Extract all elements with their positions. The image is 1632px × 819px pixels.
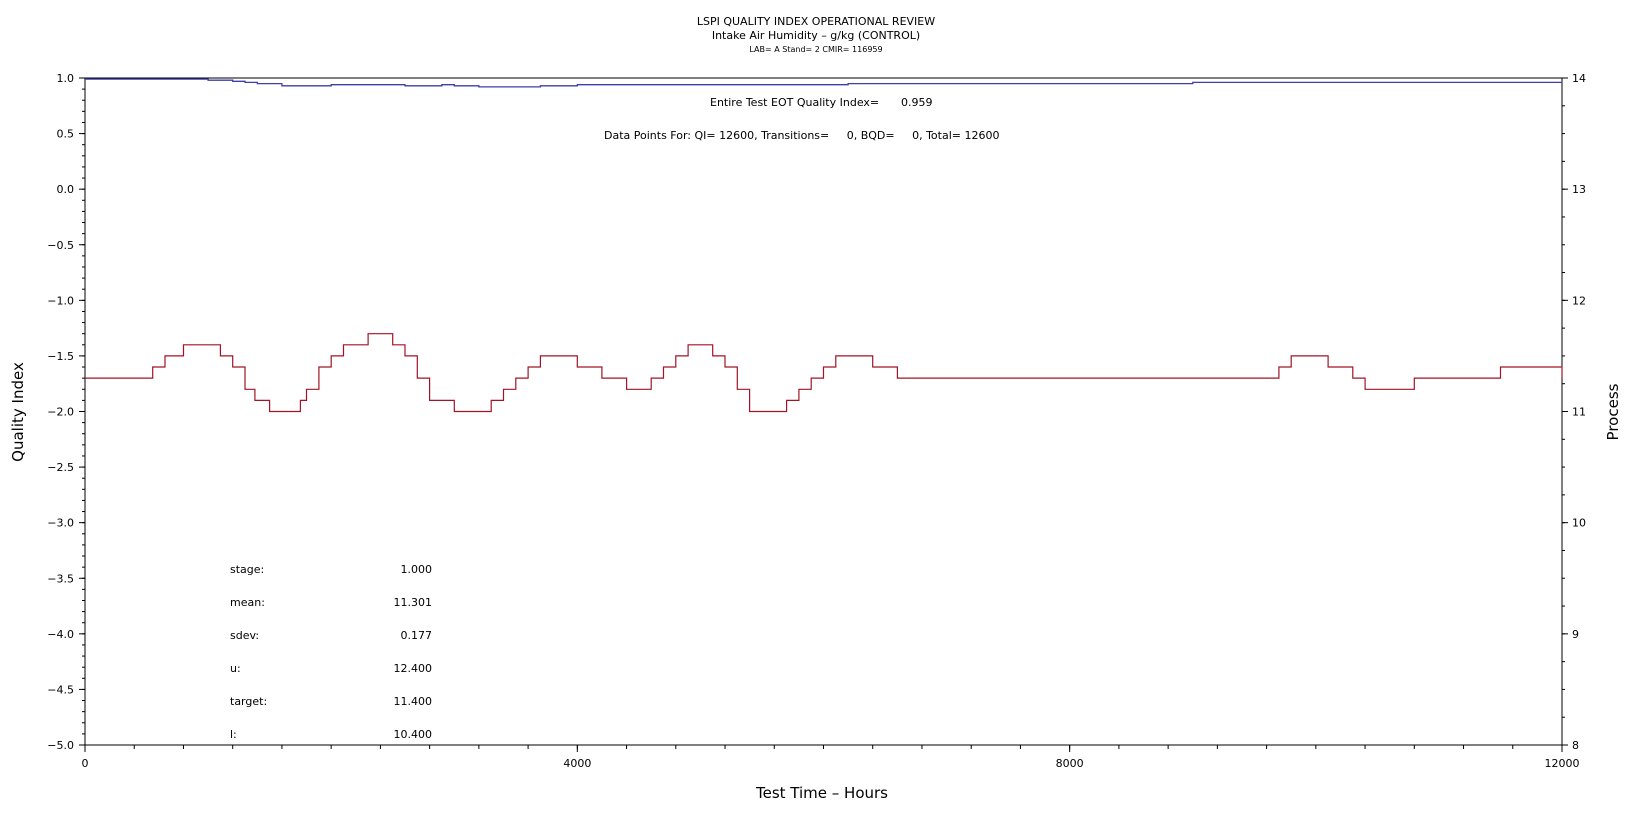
quality-index-line: [85, 78, 1562, 88]
datapoints-annotation: Data Points For: QI= 12600, Transitions=…: [604, 129, 999, 142]
y2-tick-label: 9: [1572, 628, 1579, 641]
y2-tick-label: 11: [1572, 406, 1586, 419]
x-tick-label: 4000: [563, 757, 591, 770]
y2-tick-label: 14: [1572, 72, 1586, 85]
stat-value: 12.400: [394, 662, 433, 675]
y-tick-label: −2.5: [47, 461, 74, 474]
y-tick-label: 0.5: [57, 128, 75, 141]
y2-tick-label: 13: [1572, 183, 1586, 196]
stat-value: 1.000: [401, 563, 433, 576]
y-tick-label: −5.0: [47, 739, 74, 752]
bottom-axis: 0 4000 8000 12000: [82, 745, 1580, 770]
stat-value: 11.400: [394, 695, 433, 708]
series-group: [85, 78, 1563, 413]
y-tick-label: −3.0: [47, 517, 74, 530]
y-tick-label: 0.0: [57, 183, 75, 196]
y-tick-label: −3.5: [47, 572, 74, 585]
stat-label: l:: [230, 728, 237, 741]
x-tick-label: 8000: [1056, 757, 1084, 770]
x-tick-label: 12000: [1545, 757, 1580, 770]
stat-value: 11.301: [394, 596, 433, 609]
stat-label: stage:: [230, 563, 264, 576]
y-tick-label: −0.5: [47, 239, 74, 252]
y-tick-label: −4.5: [47, 683, 74, 696]
left-axis: 1.0 0.5 0.0 −0.5 −1.0 −1.5 −2.0 −2.5 −3.0 −3.5 −4.…: [47, 72, 85, 752]
y-axis-label: Quality Index: [9, 362, 27, 462]
y-tick-label: 1.0: [57, 72, 75, 85]
chart-subtitle: Intake Air Humidity – g/kg (CONTROL): [712, 29, 920, 42]
stat-label: u:: [230, 662, 241, 675]
y-tick-label: −4.0: [47, 628, 74, 641]
plot-frame: [84, 77, 1563, 746]
stat-value: 10.400: [394, 728, 433, 741]
x-axis-label: Test Time – Hours: [755, 784, 888, 802]
y2-tick-label: 10: [1572, 517, 1586, 530]
right-axis: 14 13 12 11 10 9 8: [1562, 72, 1586, 752]
chart-title: LSPI QUALITY INDEX OPERATIONAL REVIEW: [697, 15, 935, 28]
eot-label: Entire Test EOT Quality Index=: [710, 96, 879, 109]
stat-value: 0.177: [401, 629, 433, 642]
x-tick-label: 0: [82, 757, 89, 770]
y-tick-label: −2.0: [47, 406, 74, 419]
stats-block: stage: 1.000 mean: 11.301 sdev: 0.177 u: 12.400…: [230, 563, 432, 741]
process-line: [85, 333, 1563, 413]
stat-label: target:: [230, 695, 267, 708]
stat-label: mean:: [230, 596, 265, 609]
y2-axis-label: Process: [1604, 383, 1622, 440]
eot-value: 0.959: [901, 96, 933, 109]
y-tick-label: −1.5: [47, 350, 74, 363]
y2-tick-label: 8: [1572, 739, 1579, 752]
stat-label: sdev:: [230, 629, 259, 642]
chart-subtitle-2: LAB= A Stand= 2 CMIR= 116959: [749, 45, 882, 54]
y2-tick-label: 12: [1572, 294, 1586, 307]
y-tick-label: −1.0: [47, 294, 74, 307]
